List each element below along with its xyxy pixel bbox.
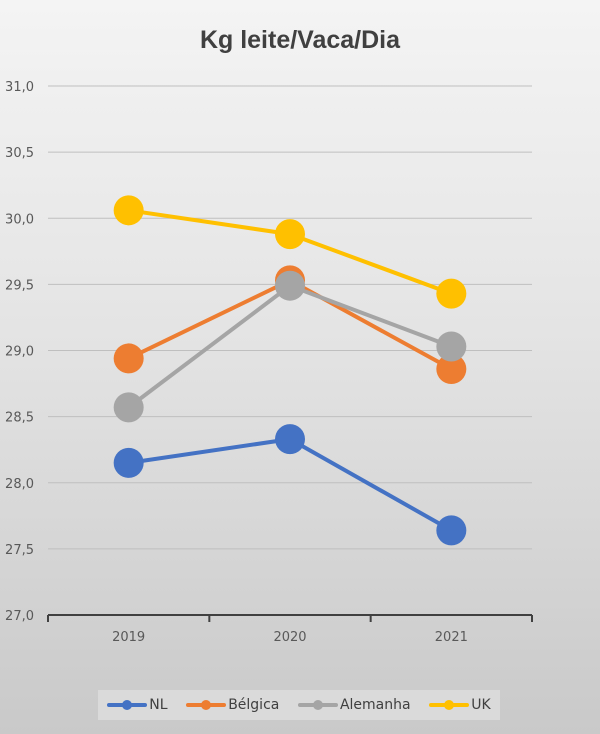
y-tick-label: 27,5 [5,543,34,558]
legend-marker-icon [297,700,338,710]
legend-label: Alemanha [339,697,411,713]
y-tick-label: 28,5 [5,411,34,426]
x-tick-label: 2019 [112,630,145,645]
legend: NL Bélgica Alemanha UK [98,690,500,720]
y-tick-label: 27,0 [5,609,34,624]
data-point [275,424,305,455]
y-tick-label: 30,0 [5,212,34,227]
y-tick-label: 30,5 [5,146,34,161]
legend-marker-icon [429,700,470,710]
data-point [436,354,467,385]
y-tick-label: 28,0 [5,477,34,492]
legend-label: Bélgica [228,697,280,713]
data-point [113,392,144,423]
data-point [113,195,144,226]
data-point [113,343,144,374]
data-point [436,278,467,309]
series-line-alemanha [127,283,453,409]
chart-title: Kg leite/Vaca/Dia [200,26,401,54]
y-tick-label: 29,0 [5,345,34,360]
legend-item: Alemanha [297,697,411,713]
legend-label: NL [149,697,168,713]
y-tick-label: 29,5 [5,278,34,293]
x-tick-label: 2021 [435,630,468,645]
legend-item: UK [429,697,491,713]
data-point [275,219,305,250]
y-tick-label: 31,0 [5,80,34,95]
legend-marker-icon [107,700,148,710]
legend-label: UK [471,697,491,713]
data-point [113,447,144,478]
data-point [275,270,305,301]
legend-item: Bélgica [186,697,279,713]
legend-item: NL [107,697,168,713]
x-tick-label: 2020 [273,630,306,645]
data-point [436,515,467,546]
data-point [436,331,467,362]
legend-marker-icon [186,700,227,710]
